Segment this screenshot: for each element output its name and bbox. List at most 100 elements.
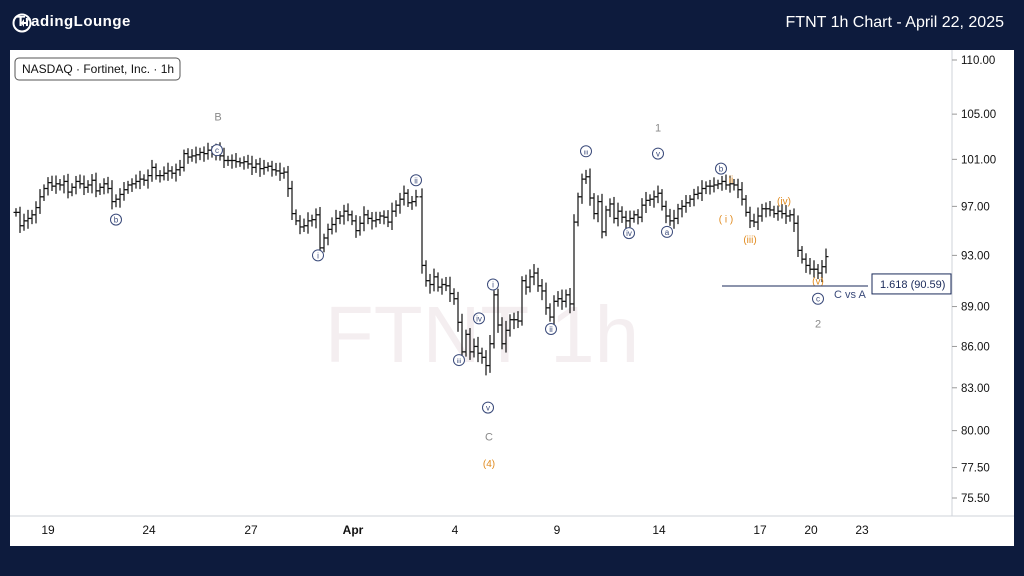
- ohlc-bar: [647, 194, 653, 207]
- wave-label-text: v: [486, 404, 490, 413]
- wave-label: iv: [473, 312, 485, 325]
- wave-label: i: [487, 278, 499, 291]
- wave-label-text: 1: [655, 123, 661, 135]
- price-tick: 77.50: [952, 463, 990, 475]
- ohlc-bar: [329, 217, 335, 235]
- ohlc-bar: [377, 211, 383, 224]
- time-tick-label: 14: [652, 523, 666, 537]
- ohlc-bar: [739, 182, 745, 206]
- ohlc-bar: [333, 209, 339, 233]
- wave-label: c: [812, 292, 824, 305]
- ohlc-bar: [313, 208, 319, 229]
- ohlc-bar: [25, 209, 31, 229]
- wave-label: C: [485, 431, 493, 443]
- ohlc-bar: [655, 185, 661, 204]
- ohlc-bar: [687, 195, 693, 207]
- ohlc-bar: [145, 169, 151, 189]
- ohlc-bar: [783, 205, 789, 224]
- time-tick-label: 4: [452, 523, 459, 537]
- price-tick-label: 89.00: [961, 302, 990, 314]
- ohlc-bar: [41, 184, 47, 201]
- ohlc-bar: [759, 203, 765, 222]
- symbol-label-box[interactable]: NASDAQ · Fortinet, Inc. · 1h: [14, 57, 181, 81]
- ohlc-bar: [149, 159, 155, 182]
- time-tick-label: 20: [804, 523, 818, 537]
- ohlc-bar: [651, 190, 657, 208]
- wave-label-text: (4): [483, 459, 495, 470]
- price-tick-label: 97.00: [961, 201, 990, 213]
- ohlc-bar: [321, 233, 327, 253]
- price-tick-label: 77.50: [961, 463, 990, 475]
- ohlc-bar: [431, 268, 437, 292]
- ohlc-bars: [13, 142, 829, 376]
- ohlc-bar: [169, 166, 175, 179]
- wave-label-text: 2: [815, 319, 821, 331]
- ohlc-bar: [49, 175, 55, 191]
- time-tick-label: 27: [244, 523, 258, 537]
- price-tick: 89.00: [952, 302, 990, 314]
- ohlc-bar: [723, 174, 729, 190]
- ohlc-bar: [679, 200, 685, 218]
- ohlc-bar: [423, 260, 429, 287]
- ohlc-bar: [691, 188, 697, 207]
- ohlc-bar: [153, 163, 159, 180]
- wave-label-text: ii: [729, 175, 733, 186]
- wave-label-text: C: [485, 431, 493, 443]
- fib-level-label: 1.618 (90.59): [880, 279, 945, 291]
- ohlc-bar: [435, 272, 441, 292]
- ohlc-bar: [125, 180, 131, 194]
- wave-label: c: [211, 144, 223, 157]
- ohlc-bar: [397, 192, 403, 214]
- ohlc-bar: [121, 182, 127, 201]
- ohlc-bar: [277, 162, 283, 181]
- wave-label-text: b: [719, 165, 724, 174]
- wave-label: b: [110, 213, 122, 226]
- fib-note-label: C vs A: [834, 289, 866, 301]
- price-tick: 101.00: [952, 154, 996, 166]
- ohlc-bar: [117, 188, 123, 208]
- ohlc-bar: [109, 180, 115, 210]
- ohlc-bar: [591, 193, 597, 220]
- ohlc-bar: [791, 208, 797, 232]
- ohlc-bar: [205, 142, 211, 160]
- ohlc-bar: [615, 202, 621, 227]
- ohlc-bar: [273, 162, 279, 176]
- tradinglounge-logo: TradingLounge: [12, 13, 131, 33]
- ohlc-bar: [393, 200, 399, 217]
- ohlc-bar: [365, 209, 371, 225]
- ohlc-bar: [675, 203, 681, 225]
- ohlc-bar: [639, 198, 645, 223]
- price-tick: 105.00: [952, 109, 996, 121]
- wave-label-text: B: [214, 111, 221, 123]
- ohlc-bar: [245, 154, 251, 169]
- wave-label-text: iii: [457, 358, 461, 365]
- ohlc-bar: [409, 195, 415, 210]
- ohlc-bar: [595, 195, 601, 223]
- ohlc-bar: [89, 174, 95, 194]
- ohlc-bar: [353, 215, 359, 238]
- price-tick-label: 86.00: [961, 341, 990, 353]
- wave-label: 2: [815, 319, 821, 331]
- ohlc-bar: [197, 147, 203, 161]
- ohlc-bar: [587, 168, 593, 206]
- ohlc-bar: [607, 198, 613, 218]
- ohlc-bar: [823, 248, 829, 274]
- ohlc-bar: [29, 209, 35, 225]
- price-tick: 75.50: [952, 493, 990, 505]
- ohlc-bar: [775, 205, 781, 221]
- ohlc-bar: [137, 170, 143, 190]
- wave-label: 1: [655, 123, 661, 135]
- wave-label: ii: [410, 174, 422, 187]
- ohlc-bar: [771, 205, 777, 218]
- ohlc-bar: [405, 189, 411, 207]
- ohlc-bar: [309, 214, 315, 227]
- ohlc-bar: [799, 246, 805, 264]
- wave-label: a: [661, 225, 673, 238]
- ohlc-bar: [341, 204, 347, 225]
- ohlc-bar: [21, 213, 27, 231]
- ohlc-bar: [667, 208, 673, 226]
- wave-label: iii: [580, 145, 592, 158]
- ohlc-bar: [575, 192, 581, 227]
